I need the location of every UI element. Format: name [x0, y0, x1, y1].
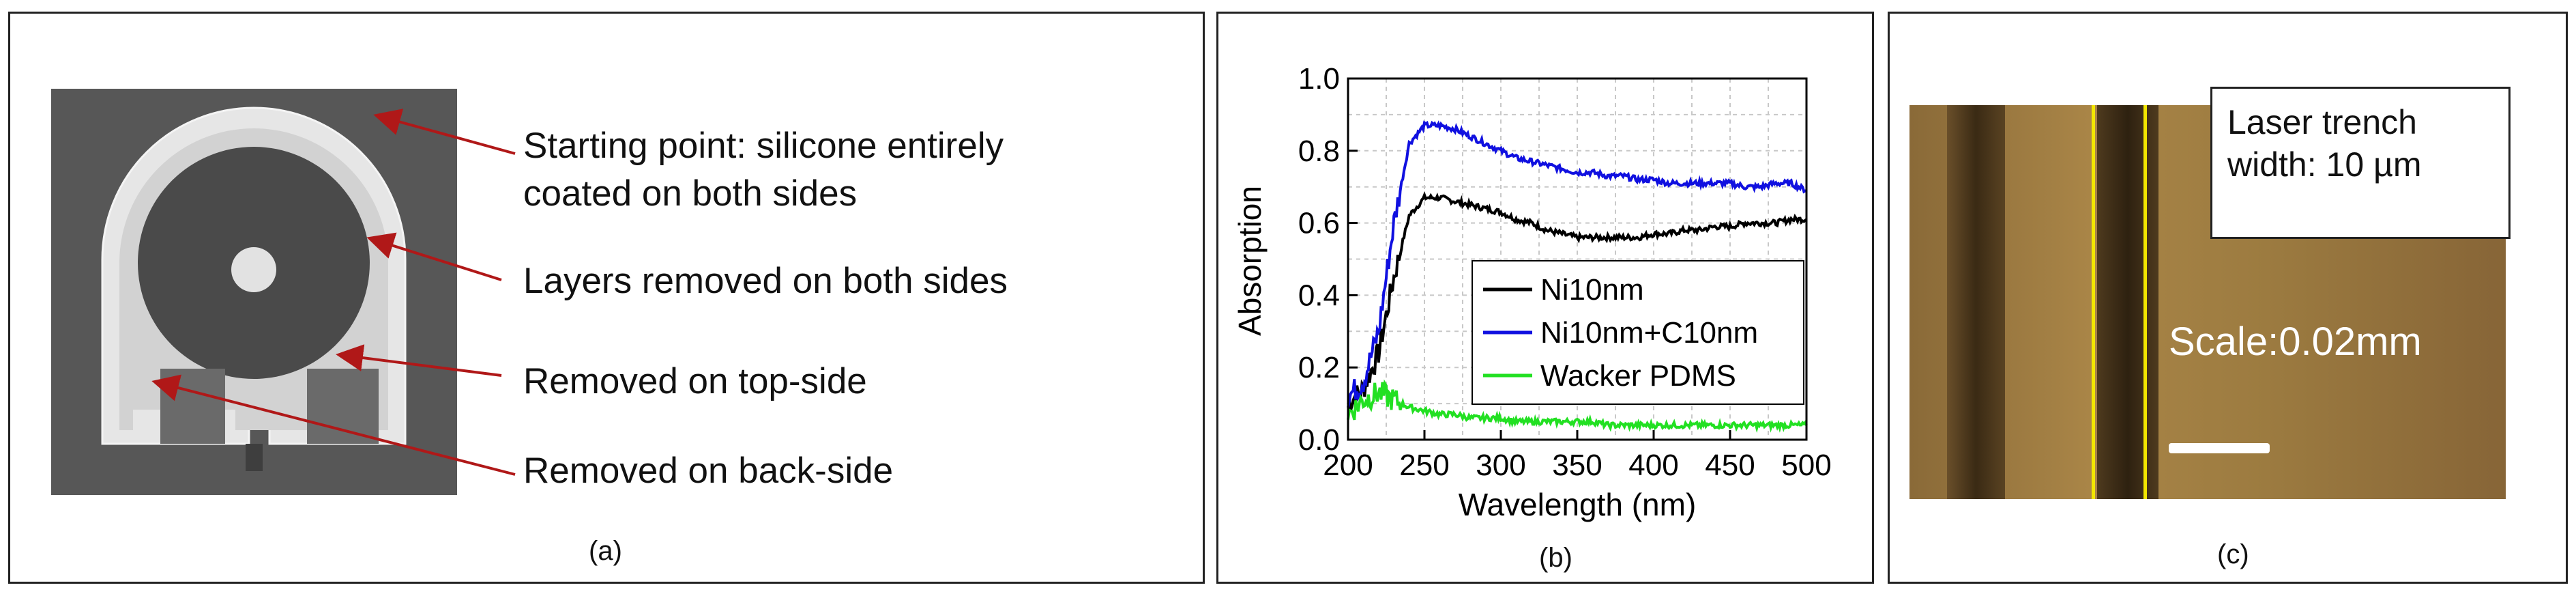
annotation-removed-back: Removed on back-side — [523, 451, 894, 491]
y-tick-label: 0.6 — [1298, 207, 1340, 240]
trench-left — [1947, 105, 2005, 499]
chart-legend: Ni10nm Ni10nm+C10nm Wacker PDMS — [1472, 260, 1804, 405]
x-tick-label: 500 — [1781, 449, 1831, 482]
trench-right — [2097, 105, 2158, 499]
marker-line-right — [2143, 105, 2147, 499]
legend-label: Ni10nm+C10nm — [1540, 316, 1758, 350]
absorption-chart: 200 250 300 350 400 450 5000.00.20.40.60.81.0 … — [1232, 62, 1832, 522]
annotation-removed-top: Removed on top-side — [523, 361, 867, 401]
scale-label: Scale:0.02mm — [2169, 320, 2422, 364]
arrow-layers-removed — [366, 232, 502, 281]
info-line1: Laser trench — [2227, 103, 2417, 141]
series-line — [1347, 190, 1808, 412]
y-axis-label: Absorption — [1232, 186, 1268, 336]
legend-label: Wacker PDMS — [1540, 359, 1736, 393]
annotation-starting-point-line1: Starting point: silicone entirely — [523, 126, 1004, 166]
y-tick-label: 1.0 — [1298, 62, 1340, 96]
panel-c: Scale:0.02mm Laser trench width: 10 µm (… — [1888, 12, 2568, 584]
series-line — [1347, 120, 1807, 408]
y-tick-label: 0.0 — [1298, 423, 1340, 457]
sample-photo — [51, 89, 457, 495]
x-axis-label: Wavelength (nm) — [1459, 487, 1697, 522]
x-tick-label: 450 — [1705, 449, 1755, 482]
arrow-starting-point — [373, 109, 516, 155]
caption-c: (c) — [2217, 539, 2249, 569]
arrow-removed-back — [151, 374, 516, 476]
y-tick-label: 0.8 — [1298, 134, 1340, 168]
frame-notch — [246, 444, 263, 471]
scale-bar — [2169, 443, 2270, 453]
y-tick-label: 0.4 — [1298, 279, 1340, 312]
info-box: Laser trench width: 10 µm — [2210, 87, 2511, 239]
info-line2: width: 10 µm — [2227, 145, 2422, 184]
x-tick-label: 400 — [1628, 449, 1678, 482]
legend-label: Ni10nm — [1540, 273, 1644, 307]
x-tick-label: 200 — [1323, 449, 1373, 482]
caption-a: (a) — [589, 536, 622, 566]
annotation-layers-removed: Layers removed on both sides — [523, 261, 1008, 301]
annotation-arrows — [151, 109, 516, 476]
arrow-removed-top — [336, 344, 502, 377]
panel-b: 200 250 300 350 400 450 500 0.0 0.2 0.4 0.6 0.8 1.0 … — [1216, 12, 1874, 584]
chart-series — [1347, 120, 1808, 433]
marker-line-left — [2092, 105, 2095, 499]
annotation-starting-point-line2: coated on both sides — [523, 173, 858, 214]
x-tick-label: 250 — [1399, 449, 1449, 482]
x-tick-label: 350 — [1552, 449, 1602, 482]
chart-ticks: 200 250 300 350 400 450 500 0.0 0.2 0.4 0.6 0.8 1.0 — [1298, 62, 1832, 482]
sample-photo-drawing — [101, 107, 407, 471]
micrograph: Scale:0.02mm — [1909, 105, 2506, 499]
center-hole — [231, 247, 276, 292]
series-line — [1347, 379, 1808, 433]
x-tick-label: 300 — [1476, 449, 1525, 482]
caption-b: (b) — [1539, 543, 1572, 573]
y-tick-label: 0.2 — [1298, 351, 1340, 384]
panel-a: Starting point: silicone entirely coated… — [8, 12, 1205, 584]
